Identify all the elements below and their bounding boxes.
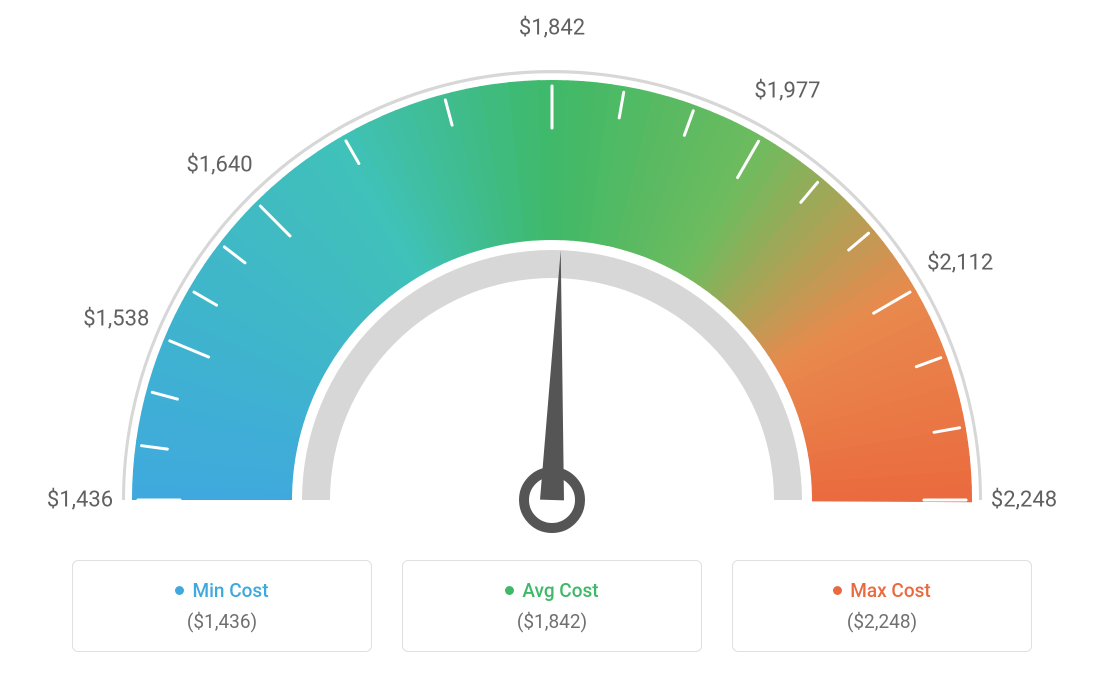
- legend-card-min: Min Cost ($1,436): [72, 560, 372, 652]
- gauge-tick-label: $1,538: [83, 306, 149, 331]
- legend-card-avg: Avg Cost ($1,842): [402, 560, 702, 652]
- gauge-tick-label: $1,640: [186, 152, 252, 177]
- gauge-tick-label: $1,436: [47, 488, 113, 513]
- legend-dot-max: [833, 586, 842, 595]
- legend-value-min: ($1,436): [93, 610, 351, 633]
- legend-row: Min Cost ($1,436) Avg Cost ($1,842) Max …: [0, 560, 1104, 652]
- legend-label-avg: Avg Cost: [522, 579, 598, 602]
- legend-value-avg: ($1,842): [423, 610, 681, 633]
- gauge-tick-label: $2,112: [927, 250, 993, 275]
- legend-dot-min: [175, 586, 184, 595]
- gauge-tick-label: $1,842: [519, 16, 585, 41]
- legend-value-max: ($2,248): [753, 610, 1011, 633]
- legend-title-max: Max Cost: [753, 579, 1011, 602]
- legend-title-avg: Avg Cost: [423, 579, 681, 602]
- gauge-tick-label: $1,977: [754, 78, 820, 103]
- legend-dot-avg: [505, 586, 514, 595]
- gauge-tick-label: $2,248: [991, 488, 1057, 513]
- legend-card-max: Max Cost ($2,248): [732, 560, 1032, 652]
- gauge-chart: $1,436 $1,538 $1,640 $1,842 $1,977 $2,112 $2,2…: [0, 0, 1104, 540]
- legend-label-min: Min Cost: [192, 579, 268, 602]
- legend-label-max: Max Cost: [850, 579, 930, 602]
- legend-title-min: Min Cost: [93, 579, 351, 602]
